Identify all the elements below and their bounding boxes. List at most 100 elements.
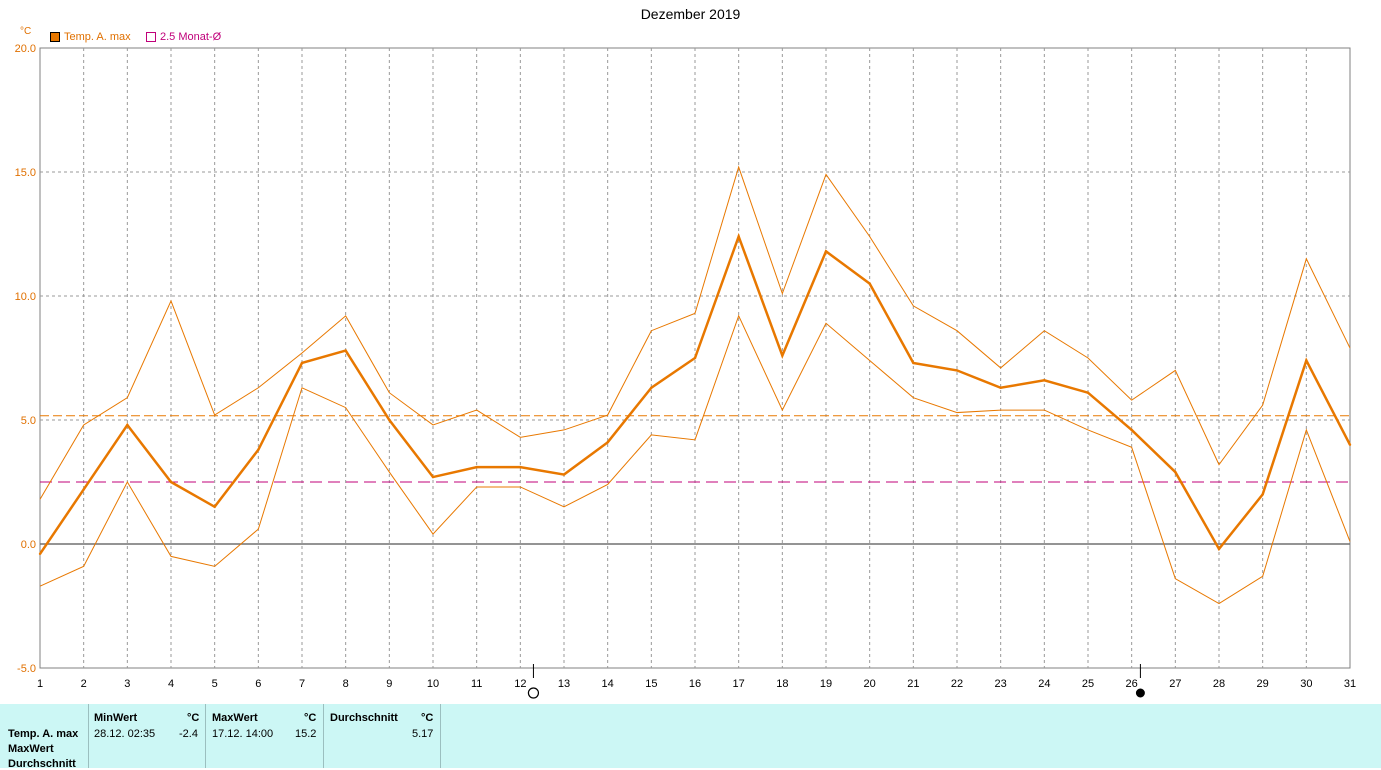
legend-swatch-filled-icon — [50, 32, 60, 42]
max-date: 17.12. 14:00 — [212, 728, 274, 740]
data-point — [781, 354, 784, 357]
full-moon-icon — [527, 687, 540, 699]
legend-label: Temp. A. max — [64, 31, 131, 43]
data-point — [388, 418, 391, 422]
data-point — [38, 552, 42, 556]
x-tick-label: 6 — [255, 678, 261, 690]
min-header: MinWert — [94, 712, 138, 724]
x-tick-label: 27 — [1169, 678, 1181, 690]
x-tick-label: 9 — [386, 678, 392, 690]
x-tick-label: 23 — [995, 678, 1007, 690]
y-axis-unit: °C — [20, 26, 32, 37]
data-point — [169, 480, 173, 484]
series-line-upper — [39, 165, 1351, 500]
data-point — [824, 250, 828, 253]
legend-swatch-empty-icon — [146, 32, 156, 42]
x-tick-label: 28 — [1213, 678, 1225, 690]
data-point — [1130, 428, 1133, 432]
x-tick-label: 14 — [602, 678, 614, 690]
x-tick-label: 29 — [1257, 678, 1269, 690]
avg-value: 5.17 — [412, 728, 434, 740]
y-tick-label: 10.0 — [15, 291, 36, 303]
x-tick-label: 11 — [471, 678, 482, 690]
max-unit: °C — [304, 712, 317, 724]
x-tick-label: 24 — [1038, 678, 1050, 690]
x-tick-label: 3 — [124, 678, 130, 690]
data-point — [1174, 470, 1177, 474]
x-tick-label: 13 — [558, 678, 570, 690]
y-tick-label: 20.0 — [15, 43, 36, 55]
data-point — [912, 361, 915, 365]
divider — [440, 704, 441, 768]
min-value: -2.4 — [179, 728, 198, 740]
stats-row-label: Durchschnitt — [8, 758, 76, 770]
data-point — [1261, 493, 1264, 496]
data-point — [1043, 379, 1046, 382]
data-point — [257, 448, 260, 451]
data-point — [475, 465, 478, 469]
x-tick-label: 16 — [689, 678, 701, 690]
x-tick-label: 5 — [212, 678, 218, 690]
stats-row-label: Temp. A. max — [8, 728, 79, 740]
x-tick-label: 20 — [864, 678, 876, 690]
legend-item-temp-max: Temp. A. max — [50, 31, 131, 43]
data-point — [82, 488, 85, 491]
x-tick-label: 4 — [168, 678, 174, 690]
divider — [88, 704, 89, 768]
avg-header: Durchschnitt — [330, 712, 398, 724]
y-tick-label: 0.0 — [21, 539, 36, 551]
chart-title: Dezember 2019 — [640, 6, 741, 22]
y-tick-label: -5.0 — [17, 663, 36, 675]
data-point — [955, 369, 959, 372]
x-tick-label: 17 — [733, 678, 745, 690]
data-point — [519, 465, 522, 469]
data-point — [1217, 547, 1221, 551]
x-tick-label: 25 — [1082, 678, 1094, 690]
data-point — [344, 349, 347, 352]
data-point — [1086, 391, 1090, 394]
min-unit: °C — [187, 712, 200, 724]
data-point — [1305, 359, 1308, 362]
max-value: 15.2 — [295, 728, 317, 740]
avg-unit: °C — [421, 712, 434, 724]
temperature-chart: 20.015.010.05.00.0-5.01 2 3 4 5 6 7 8 9 10 11 12 13 1… — [15, 43, 1356, 699]
data-point — [868, 282, 871, 285]
x-tick-label: 30 — [1300, 678, 1312, 690]
legend-label: 2.5 Monat-Ø — [160, 31, 222, 43]
data-point — [213, 505, 216, 508]
data-point — [999, 386, 1002, 389]
new-moon-icon — [1135, 688, 1145, 698]
x-tick-label: 10 — [427, 678, 439, 690]
x-tick-label: 2 — [81, 678, 87, 690]
data-point — [606, 441, 609, 444]
divider — [323, 704, 324, 768]
min-date: 28.12. 02:35 — [94, 728, 156, 740]
x-tick-label: 19 — [820, 678, 832, 690]
statistics-panel: Temp. A. max MaxWert Durchschnitt MinWer… — [0, 704, 1381, 770]
data-point — [1348, 443, 1352, 446]
legend-item-month-average: 2.5 Monat-Ø — [146, 31, 221, 43]
x-tick-label: 12 — [514, 678, 526, 690]
data-point — [300, 361, 304, 365]
y-tick-label: 15.0 — [15, 167, 36, 179]
x-tick-label: 21 — [907, 678, 919, 690]
x-tick-label: 22 — [951, 678, 963, 690]
data-point — [650, 386, 653, 389]
x-tick-label: 1 — [37, 678, 43, 690]
stats-row-label: MaxWert — [8, 743, 54, 755]
data-point — [562, 473, 566, 476]
x-tick-label: 15 — [645, 678, 657, 690]
divider — [205, 704, 206, 768]
x-tick-label: 26 — [1126, 678, 1138, 690]
x-tick-label: 7 — [299, 678, 305, 690]
x-tick-label: 8 — [343, 678, 349, 690]
data-point — [693, 356, 697, 360]
x-tick-label: 18 — [776, 678, 788, 690]
data-point — [737, 235, 740, 238]
max-header: MaxWert — [212, 712, 258, 724]
data-point — [126, 423, 129, 427]
x-tick-label: 31 — [1344, 678, 1356, 690]
y-tick-label: 5.0 — [21, 415, 36, 427]
series-line-lower — [39, 314, 1351, 605]
data-point — [431, 475, 435, 479]
